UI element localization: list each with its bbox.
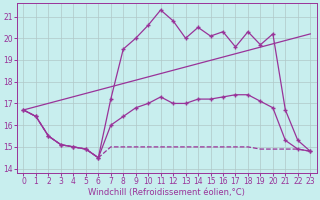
X-axis label: Windchill (Refroidissement éolien,°C): Windchill (Refroidissement éolien,°C) <box>88 188 245 197</box>
